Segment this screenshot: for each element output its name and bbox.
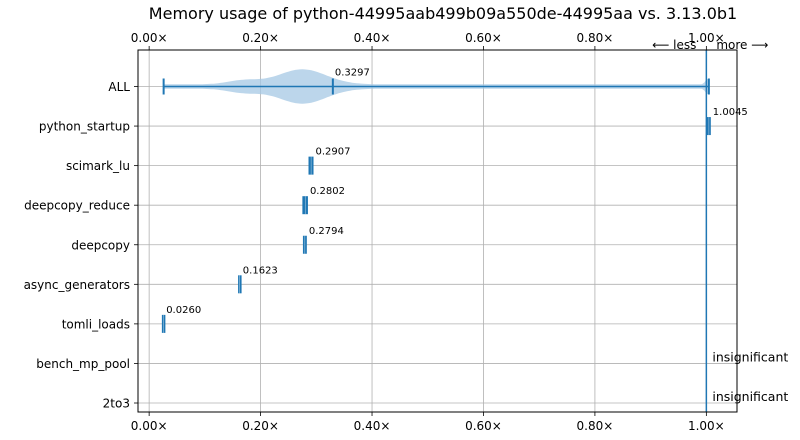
x-tick-label-top: 1.00× [688, 31, 725, 45]
x-tick-label-top: 0.80× [577, 31, 614, 45]
value-label: 1.0045 [713, 107, 748, 118]
x-tick-label-bottom: 0.40× [354, 419, 391, 433]
marks-layer [161, 78, 711, 333]
direction-label-more: more ⟶ [716, 38, 768, 52]
category-label: scimark_lu [66, 159, 130, 173]
category-label: python_startup [39, 120, 130, 134]
category-label: async_generators [24, 278, 130, 292]
value-label: 0.0260 [166, 305, 201, 316]
category-label: deepcopy [71, 238, 130, 252]
category-label: ALL [108, 80, 130, 94]
axis-layer: 0.00× 0.00× 0.20× 0.20× 0.40× 0.40× 0.60× 0.60×… [24, 31, 769, 433]
x-tick-label-top: 0.60× [465, 31, 502, 45]
category-label: bench_mp_pool [36, 357, 130, 371]
x-tick-label-top: 0.20× [242, 31, 279, 45]
category-label: deepcopy_reduce [24, 199, 130, 213]
labels-layer: 0.3297 1.0045 0.2907 0.2802 0.2794 0.1623 0.02… [166, 68, 788, 405]
x-tick-label-bottom: 1.00× [688, 419, 725, 433]
x-tick-label-top: 0.40× [354, 31, 391, 45]
x-tick-label-bottom: 0.20× [242, 419, 279, 433]
category-label: tomli_loads [62, 317, 130, 331]
x-tick-label-bottom: 0.60× [465, 419, 502, 433]
chart-title: Memory usage of python-44995aab499b09a55… [149, 4, 737, 23]
direction-label-less: ⟵ less [652, 38, 696, 52]
insignificant-label: insignificant [712, 389, 788, 404]
grid-lines [138, 50, 737, 412]
value-label: 0.1623 [243, 265, 278, 276]
plot-frame [137, 49, 738, 413]
insignificant-label: insignificant [712, 349, 788, 364]
value-label: 0.2794 [309, 226, 344, 237]
value-label: 0.2907 [316, 147, 351, 158]
value-label: 0.2802 [310, 186, 345, 197]
x-tick-label-bottom: 0.00× [131, 419, 168, 433]
value-label: 0.3297 [335, 68, 370, 79]
x-tick-label-top: 0.00× [131, 31, 168, 45]
x-tick-label-bottom: 0.80× [577, 419, 614, 433]
category-label: 2to3 [103, 397, 130, 411]
